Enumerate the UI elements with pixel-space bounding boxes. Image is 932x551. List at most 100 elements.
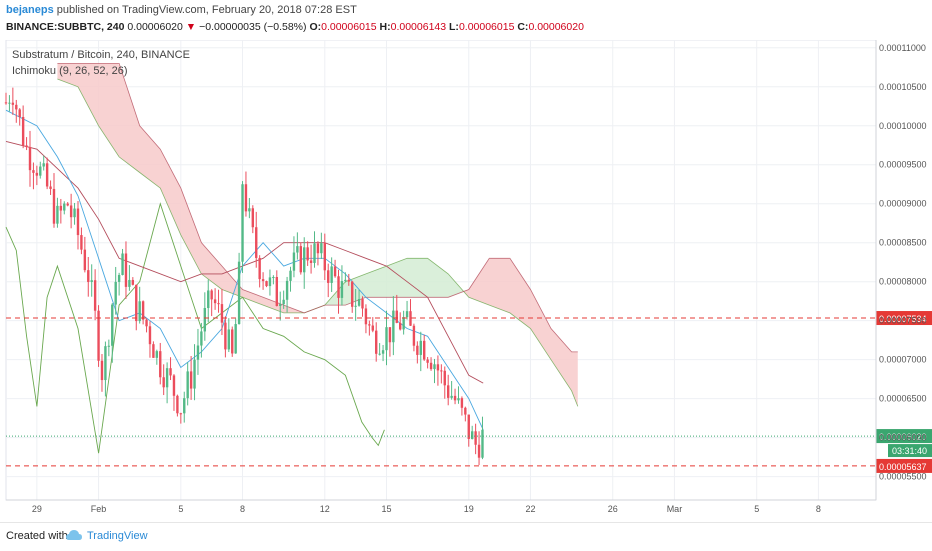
candle-up xyxy=(378,353,381,355)
x-tick-label: 8 xyxy=(240,504,245,514)
candle-down xyxy=(337,276,340,298)
candle-down xyxy=(426,359,429,363)
candle-up xyxy=(303,247,306,273)
candle-up xyxy=(433,364,436,370)
candle-down xyxy=(76,208,80,236)
candle-up xyxy=(419,340,422,355)
price-label-badge xyxy=(876,458,932,473)
chart-labels: Substratum / Bitcoin, 240, BINANCE Ichim… xyxy=(12,49,190,77)
candle-up xyxy=(237,261,241,325)
price-label-text: 0.00007534 xyxy=(879,314,927,324)
candle-down xyxy=(141,301,145,320)
candle-up xyxy=(354,305,357,307)
candle-up xyxy=(203,307,207,332)
chart-area[interactable]: 0.00007534 0.00005637 0.00006020 03:31:40 0.… xyxy=(0,39,932,516)
candle-up xyxy=(268,277,272,287)
chart-header: bejaneps published on TradingView.com, F… xyxy=(0,0,932,40)
candle-down xyxy=(436,364,440,371)
candle-down xyxy=(364,308,368,325)
candle-down xyxy=(169,368,172,376)
kijun-sen-line xyxy=(5,140,484,384)
x-tick-label: Mar xyxy=(667,504,683,514)
candle-down xyxy=(327,270,330,283)
y-tick-label: 0.00010500 xyxy=(879,82,927,92)
candle-down xyxy=(467,414,470,439)
down-arrow-icon: ▼ xyxy=(185,21,197,33)
candle-up xyxy=(289,270,292,281)
candle-down xyxy=(11,102,15,105)
horizontal-lines xyxy=(6,317,876,467)
price-label-badge xyxy=(876,311,932,326)
candle-down xyxy=(172,375,176,396)
candle-up xyxy=(285,280,289,300)
candle-up xyxy=(155,351,159,358)
candle-up xyxy=(200,331,203,346)
last-price: 0.00006020 xyxy=(127,21,183,33)
candle-down xyxy=(83,249,87,271)
candle-up xyxy=(90,280,93,282)
candle-down xyxy=(25,145,28,148)
candle-up xyxy=(114,281,117,305)
candle-down xyxy=(69,205,73,218)
candle-up xyxy=(481,429,484,458)
x-tick-label: Feb xyxy=(91,504,107,514)
candle-up xyxy=(279,304,282,306)
candle-down xyxy=(49,186,52,189)
bullish-cloud xyxy=(304,258,466,313)
x-tick-label: 12 xyxy=(320,504,330,514)
candle-down xyxy=(440,370,443,372)
candle-up xyxy=(330,266,333,283)
tradingview-brand[interactable]: TradingView xyxy=(87,530,148,542)
candle-down xyxy=(299,246,302,273)
x-tick-label: 15 xyxy=(381,504,391,514)
indicator-name[interactable]: Ichimoku (9, 26, 52, 26) xyxy=(12,65,128,77)
candle-down xyxy=(145,319,148,327)
tenkan-sen-line xyxy=(5,109,484,430)
candle-down xyxy=(244,184,248,212)
candle-up xyxy=(470,431,474,439)
price-label-text: 0.00006020 xyxy=(879,432,927,442)
candle-down xyxy=(453,395,457,401)
open-value: 0.00006015 xyxy=(321,21,377,33)
candle-up xyxy=(227,329,231,350)
candle-down xyxy=(399,322,402,330)
candle-down xyxy=(347,279,350,282)
bearish-cloud xyxy=(465,258,578,407)
y-tick-label: 0.00009500 xyxy=(879,160,927,170)
candle-up xyxy=(186,371,189,399)
candle-down xyxy=(32,170,35,173)
candle-down xyxy=(316,243,320,254)
price-change: −0.00000035 (−0.58%) xyxy=(199,21,307,33)
countdown-text: 03:31:40 xyxy=(892,446,927,456)
candle-down xyxy=(371,325,374,331)
candle-up xyxy=(56,205,59,224)
candle-down xyxy=(179,413,183,415)
candle-down xyxy=(213,299,217,304)
candle-down xyxy=(148,326,152,345)
y-tick-label: 0.00006000 xyxy=(879,433,927,443)
candle-down xyxy=(333,266,337,277)
candle-down xyxy=(409,311,412,326)
candle-down xyxy=(131,279,135,285)
candle-down xyxy=(361,298,364,309)
author-link[interactable]: bejaneps xyxy=(6,4,54,16)
candle-down xyxy=(446,385,450,398)
candle-down xyxy=(124,253,128,287)
close-value: 0.00006020 xyxy=(528,21,584,33)
candle-up xyxy=(272,277,275,279)
candle-down xyxy=(97,310,100,361)
countdown-badge xyxy=(888,444,932,458)
candle-down xyxy=(93,280,97,311)
candle-down xyxy=(395,310,398,323)
candle-up xyxy=(296,246,299,253)
candle-down xyxy=(135,284,138,322)
candle-down xyxy=(255,227,258,258)
candle-up xyxy=(320,243,323,254)
candle-down xyxy=(474,431,477,445)
price-chart[interactable]: 0.00007534 0.00005637 0.00006020 03:31:40 0.… xyxy=(0,39,932,516)
open-label: O: xyxy=(309,21,322,33)
candle-down xyxy=(388,327,392,343)
candle-up xyxy=(42,163,45,167)
y-tick-label: 0.00011000 xyxy=(879,43,926,53)
candle-down xyxy=(275,277,279,306)
